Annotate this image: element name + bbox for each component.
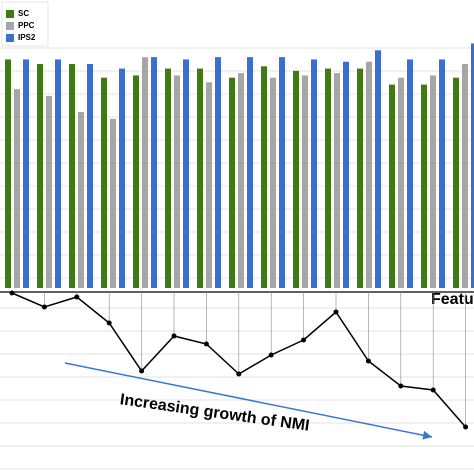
bar (279, 57, 285, 289)
bar (110, 118, 116, 288)
legend-swatch (6, 22, 14, 30)
bar (398, 77, 404, 288)
bar (101, 77, 107, 288)
bar (238, 73, 244, 289)
bar (174, 75, 180, 288)
bar (14, 89, 20, 289)
legend-label: SC (18, 9, 29, 18)
bar (343, 61, 349, 288)
legend-swatch (6, 10, 14, 18)
bar (55, 59, 61, 288)
point (301, 337, 307, 343)
bar (357, 68, 363, 288)
bar (197, 68, 203, 288)
bar (37, 64, 43, 288)
annotation: Featu (431, 291, 474, 308)
point (333, 309, 339, 315)
point (430, 387, 436, 393)
point (236, 371, 242, 377)
point (9, 290, 15, 296)
point (463, 424, 469, 430)
point (74, 294, 80, 300)
bar (215, 57, 221, 289)
bar (366, 61, 372, 288)
trend-arrow (64, 362, 433, 440)
bar (119, 68, 125, 288)
bar (375, 50, 381, 289)
bar (247, 57, 253, 289)
bar (206, 82, 212, 289)
bar (407, 59, 413, 288)
bar (325, 68, 331, 288)
bar (133, 75, 139, 288)
bar (165, 68, 171, 288)
point (203, 341, 209, 347)
annotation: Increasing growth of NMI (119, 391, 311, 434)
bar (46, 96, 52, 288)
bar (183, 59, 189, 288)
bar (439, 59, 445, 288)
bar (462, 64, 468, 288)
bar (421, 84, 427, 288)
bar (302, 75, 308, 288)
bar (142, 57, 148, 289)
bar (311, 59, 317, 288)
legend-label: IPS2 (18, 33, 36, 42)
bar (471, 43, 474, 288)
bar (430, 75, 436, 288)
point (171, 333, 177, 339)
bar (293, 70, 299, 288)
point (41, 304, 47, 310)
legend-label: PPC (18, 21, 35, 30)
point (106, 320, 112, 326)
legend-swatch (6, 34, 14, 42)
point (268, 352, 274, 358)
bar (270, 77, 276, 288)
bar (87, 64, 93, 288)
bar (69, 64, 75, 288)
bar (5, 59, 11, 288)
point (139, 368, 145, 374)
bar (23, 59, 29, 288)
bar (334, 73, 340, 289)
bar (78, 112, 84, 288)
point (365, 358, 371, 364)
bar (453, 77, 459, 288)
bar (389, 84, 395, 288)
bar (261, 66, 267, 289)
bar (151, 57, 157, 289)
point (398, 383, 404, 389)
bar (229, 77, 235, 288)
